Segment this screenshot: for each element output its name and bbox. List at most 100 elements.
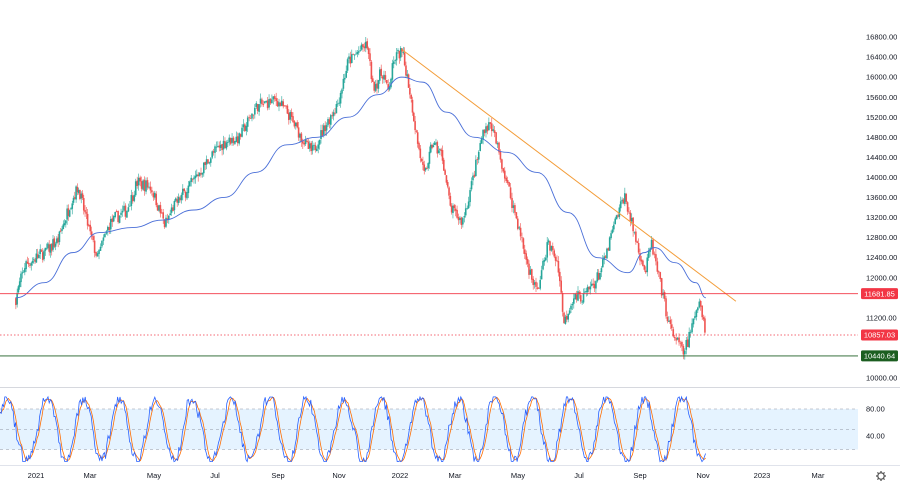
candle-body (124, 205, 127, 217)
candle-body (519, 227, 522, 237)
candle-body (76, 186, 79, 193)
candle-body (65, 220, 67, 224)
candle-body (344, 77, 346, 80)
candle-body (665, 298, 667, 317)
candle-body (363, 46, 366, 49)
candle-body (695, 310, 698, 317)
candle-body (590, 283, 593, 286)
candle-body (653, 253, 656, 255)
candle-body (387, 84, 389, 90)
candle-body (349, 56, 352, 64)
candle-body (207, 159, 209, 164)
candle-body (521, 237, 523, 239)
candle-body (671, 324, 673, 329)
candle-body (659, 272, 662, 280)
candles (15, 37, 706, 360)
candle-body (441, 150, 444, 161)
candle-body (165, 217, 167, 227)
candle-body (352, 53, 354, 55)
candle-body (282, 101, 284, 107)
candle-body (201, 172, 204, 175)
grid (0, 387, 900, 466)
candle-body (475, 159, 477, 177)
price-tick-label: 16800.00 (866, 33, 897, 42)
price-tick-label: 12800.00 (866, 233, 897, 242)
candle-body (462, 218, 464, 225)
candle-body (473, 174, 476, 177)
candle-body (643, 265, 646, 270)
candle-body (45, 248, 48, 250)
candle-body (424, 168, 427, 171)
candle-body (85, 212, 88, 214)
candle-body (238, 133, 240, 144)
moving-average-line[interactable] (15, 76, 707, 299)
candle-body (346, 59, 349, 71)
candle-body (77, 189, 80, 193)
candle-body (162, 212, 164, 219)
time-tick-label: 2023 (754, 471, 771, 480)
candle-body (275, 98, 277, 102)
candle-body (393, 61, 395, 64)
candle-body (148, 186, 150, 188)
candle-body (311, 145, 314, 151)
stochastic-tick-label: 40.00 (866, 432, 885, 441)
candle-body (516, 218, 519, 229)
price-tick-label: 12400.00 (866, 253, 897, 262)
candle-body (398, 50, 401, 59)
candle-body (505, 177, 508, 181)
candle-body (443, 159, 445, 171)
candle-body (214, 146, 216, 153)
candle-body (341, 89, 343, 94)
candle-body (210, 158, 212, 163)
candle-body (514, 205, 516, 213)
candle-body (290, 111, 293, 117)
time-tick-label: May (511, 471, 525, 480)
candle-body (366, 41, 368, 49)
time-tick-label: Mar (449, 471, 462, 480)
trendline (401, 49, 737, 302)
candle-body (448, 187, 450, 196)
price-axis[interactable]: 16800.00 16400.00 16000.00 15600.00 15200.00… (866, 33, 897, 383)
gear-icon[interactable] (876, 471, 886, 481)
candle-body (391, 63, 394, 80)
price-tag: 11681.85 (861, 288, 898, 300)
candle-body (480, 138, 483, 144)
candle-body (433, 142, 436, 145)
time-axis[interactable]: 2021 Mar May Jul Sep Nov 2022 Mar May Jul Sep Nov 20… (28, 471, 825, 480)
downtrend-line[interactable] (401, 49, 737, 302)
candle-body (117, 211, 119, 223)
candle-body (386, 80, 388, 84)
candle-body (36, 254, 39, 258)
candle-body (524, 249, 526, 255)
candle-body (376, 83, 378, 89)
candle-body (407, 74, 410, 88)
stochastic-k-line[interactable] (0, 395, 706, 463)
candle-body (44, 247, 47, 251)
candle-body (485, 126, 487, 133)
candle-body (372, 78, 374, 82)
candle-body (142, 180, 144, 190)
candle-body (418, 143, 420, 149)
candle-body (62, 224, 65, 230)
candle-body (41, 252, 44, 260)
candle-body (460, 217, 463, 226)
stochastic-axis[interactable]: 80.00 40.00 (866, 405, 885, 441)
candle-body (285, 105, 287, 107)
candle-body (313, 144, 315, 146)
candle-body (613, 224, 615, 230)
candle-body (236, 136, 239, 144)
candle-body (406, 74, 409, 77)
candle-body (224, 141, 226, 149)
candle-body (646, 257, 649, 273)
candle-body (172, 207, 174, 212)
candle-body (556, 260, 558, 262)
candle-body (79, 190, 81, 200)
time-tick-label: Jul (210, 471, 220, 480)
candle-body (70, 208, 72, 210)
candle-body (629, 212, 632, 221)
candle-body (102, 237, 105, 241)
candle-body (377, 80, 380, 89)
candle-body (22, 271, 25, 273)
candle-body (179, 197, 181, 201)
